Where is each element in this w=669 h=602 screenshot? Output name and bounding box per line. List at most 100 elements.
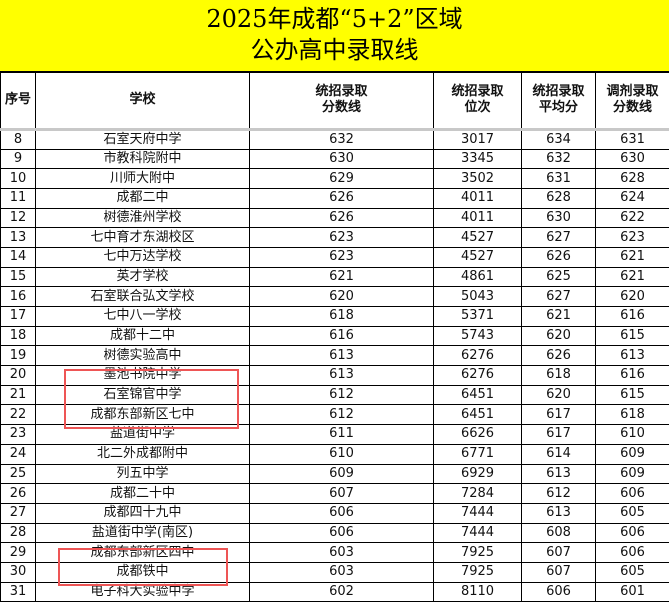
cell-score: 612	[249, 384, 434, 406]
table-row: 27 成都四十九中 606 7444 613 605	[0, 502, 669, 524]
cell-school: 成都四十九中	[35, 502, 250, 524]
cell-rank: 6451	[433, 384, 522, 406]
cell-score: 610	[249, 443, 434, 465]
header-col-average: 统招录取 平均分	[521, 71, 596, 131]
cell-average: 631	[521, 168, 596, 189]
cell-school: 石室天府中学	[35, 128, 250, 150]
table-row: 22 成都东部新区七中 612 6451 617 618	[0, 404, 669, 426]
cell-rank: 6451	[433, 404, 522, 426]
cell-index: 20	[0, 365, 36, 386]
cell-index: 14	[0, 246, 36, 268]
cell-rank: 4011	[433, 187, 522, 209]
table-row: 28 盐道街中学(南区) 606 7444 608 606	[0, 522, 669, 544]
cell-rank: 3345	[433, 148, 522, 170]
cell-rank: 5743	[433, 325, 522, 347]
table-row: 8 石室天府中学 632 3017 634 631	[0, 128, 669, 150]
table-row: 19 树德实验高中 613 6276 626 613	[0, 345, 669, 367]
cell-adjust-score: 610	[595, 424, 669, 445]
header-col-school: 学校	[35, 71, 250, 131]
header-text: 调剂录取	[606, 84, 659, 100]
header-text: 位次	[464, 100, 491, 116]
cell-average: 634	[521, 128, 596, 150]
cell-index: 13	[0, 227, 36, 248]
cell-rank: 4527	[433, 246, 522, 268]
cell-adjust-score: 621	[595, 266, 669, 288]
cell-school: 川师大附中	[35, 168, 250, 189]
cell-school: 树德实验高中	[35, 345, 250, 367]
header-col-adjust-score: 调剂录取 分数线	[595, 71, 669, 131]
cell-adjust-score: 622	[595, 207, 669, 229]
table-row: 15 英才学校 621 4861 625 621	[0, 266, 669, 288]
header-text: 统招录取	[532, 84, 585, 100]
cell-adjust-score: 606	[595, 522, 669, 544]
cell-index: 22	[0, 404, 36, 426]
cell-average: 613	[521, 502, 596, 524]
cell-rank: 6626	[433, 424, 522, 445]
cell-adjust-score: 609	[595, 443, 669, 465]
cell-index: 27	[0, 502, 36, 524]
cell-score: 613	[249, 345, 434, 367]
cell-school: 七中育才东湖校区	[35, 227, 250, 248]
cell-average: 632	[521, 148, 596, 170]
cell-average: 617	[521, 404, 596, 426]
cell-score: 618	[249, 306, 434, 327]
header-text: 学校	[129, 92, 156, 108]
cell-index: 11	[0, 187, 36, 209]
cell-index: 23	[0, 424, 36, 445]
header-text: 统招录取	[315, 84, 368, 100]
cell-rank: 4011	[433, 207, 522, 229]
cell-school: 树德淮州学校	[35, 207, 250, 229]
cell-index: 17	[0, 306, 36, 327]
table-title: 2025年成都“5+2”区域 公办高中录取线	[0, 0, 669, 71]
cell-average: 607	[521, 542, 596, 563]
header-text: 平均分	[538, 100, 578, 116]
cell-score: 609	[249, 463, 434, 485]
cell-adjust-score: 630	[595, 148, 669, 170]
header-col-score: 统招录取 分数线	[249, 71, 434, 131]
cell-average: 617	[521, 424, 596, 445]
cell-score: 603	[249, 542, 434, 563]
cell-school: 市教科院附中	[35, 148, 250, 170]
title-line-2: 公办高中录取线	[250, 36, 419, 64]
cell-score: 611	[249, 424, 434, 445]
cell-school: 成都东部新区七中	[35, 404, 250, 426]
table-row: 21 石室锦官中学 612 6451 620 615	[0, 384, 669, 406]
header-col-index: 序号	[0, 71, 36, 131]
header-text: 分数线	[321, 100, 361, 116]
header-col-rank: 统招录取 位次	[433, 71, 522, 131]
cell-school: 成都十二中	[35, 325, 250, 347]
table-row: 20 墨池书院中学 613 6276 618 616	[0, 365, 669, 386]
header-text: 分数线	[612, 100, 652, 116]
cell-average: 630	[521, 207, 596, 229]
table-row: 16 石室联合弘文学校 620 5043 627 620	[0, 286, 669, 307]
cell-rank: 8110	[433, 581, 522, 602]
cell-average: 614	[521, 443, 596, 465]
cell-adjust-score: 616	[595, 365, 669, 386]
cell-adjust-score: 613	[595, 345, 669, 367]
cell-rank: 5043	[433, 286, 522, 307]
cell-score: 630	[249, 148, 434, 170]
cell-score: 612	[249, 404, 434, 426]
cell-adjust-score: 628	[595, 168, 669, 189]
cell-adjust-score: 623	[595, 227, 669, 248]
table-row: 13 七中育才东湖校区 623 4527 627 623	[0, 227, 669, 248]
cell-index: 24	[0, 443, 36, 465]
cell-rank: 6276	[433, 365, 522, 386]
cell-adjust-score: 624	[595, 187, 669, 209]
cell-adjust-score: 615	[595, 325, 669, 347]
cell-score: 626	[249, 187, 434, 209]
cell-average: 613	[521, 463, 596, 485]
cell-rank: 6929	[433, 463, 522, 485]
cell-index: 16	[0, 286, 36, 307]
table-row: 9 市教科院附中 630 3345 632 630	[0, 148, 669, 170]
cell-index: 15	[0, 266, 36, 288]
cell-school: 列五中学	[35, 463, 250, 485]
cell-index: 30	[0, 561, 36, 583]
cell-average: 626	[521, 345, 596, 367]
cell-index: 21	[0, 384, 36, 406]
cell-school: 电子科大实验中学	[35, 581, 250, 602]
cell-average: 606	[521, 581, 596, 602]
cell-score: 621	[249, 266, 434, 288]
cell-average: 608	[521, 522, 596, 544]
cell-index: 31	[0, 581, 36, 602]
